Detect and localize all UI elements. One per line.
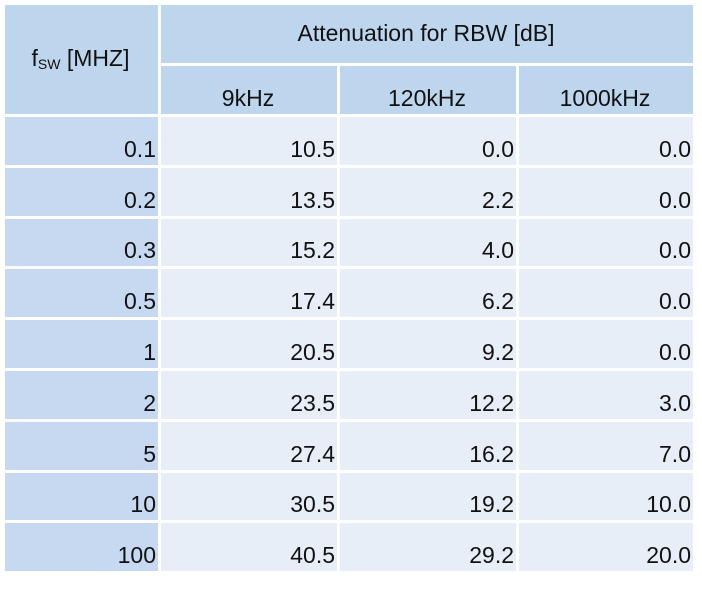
data-cell: 0.0 [519,117,693,165]
data-cell: 20.5 [161,320,337,368]
data-cell: 7.0 [519,422,693,470]
data-cell: 29.2 [340,523,516,571]
data-cell: 9.2 [340,320,516,368]
data-cell: 16.2 [340,422,516,470]
data-cell: 4.0 [340,219,516,266]
data-cell: 3.0 [519,371,693,419]
data-row: 1 20.5 9.2 0.0 [5,320,693,368]
data-cell: 2.2 [340,168,516,216]
row-label: 10 [5,473,158,520]
data-row: 2 23.5 12.2 3.0 [5,371,693,419]
data-cell: 6.2 [340,269,516,317]
data-row: 5 27.4 16.2 7.0 [5,422,693,470]
attenuation-table: fSW [MHZ] Attenuation for RBW [dB] 9kHz 1… [2,2,696,574]
row-header: fSW [MHZ] [5,5,158,114]
column-header: 120kHz [340,66,516,114]
symbol: f [31,45,38,71]
data-row: 0.3 15.2 4.0 0.0 [5,219,693,266]
data-cell: 15.2 [161,219,337,266]
row-label: 0.1 [5,117,158,165]
data-cell: 17.4 [161,269,337,317]
unit: [MHZ] [66,45,130,71]
data-cell: 27.4 [161,422,337,470]
data-cell: 0.0 [519,219,693,266]
header-row: fSW [MHZ] Attenuation for RBW [dB] [5,5,693,114]
data-row: 0.1 10.5 0.0 0.0 [5,117,693,165]
row-label: 1 [5,320,158,368]
row-label: 100 [5,523,158,571]
data-cell: 0.0 [340,117,516,165]
subheader-row: 9kHz 120kHz 1000kHz [5,66,693,114]
row-label: 0.2 [5,168,158,216]
data-cell: 40.5 [161,523,337,571]
data-row: 100 40.5 29.2 20.0 [5,523,693,571]
data-cell: 0.0 [519,168,693,216]
data-row: 10 30.5 19.2 10.0 [5,473,693,520]
data-cell: 10.5 [161,117,337,165]
data-cell: 19.2 [340,473,516,520]
data-cell: 0.0 [519,320,693,368]
column-header: 9kHz [161,66,337,114]
data-cell: 30.5 [161,473,337,520]
data-cell: 20.0 [519,523,693,571]
row-label: 5 [5,422,158,470]
column-header: 1000kHz [519,66,693,114]
data-row: 0.2 13.5 2.2 0.0 [5,168,693,216]
table-body: fSW [MHZ] Attenuation for RBW [dB] 9kHz 1… [5,5,693,571]
row-label: 2 [5,371,158,419]
group-header: Attenuation for RBW [dB] [161,5,693,63]
subscript: SW [37,56,61,72]
data-cell: 12.2 [340,371,516,419]
data-cell: 0.0 [519,269,693,317]
data-cell: 10.0 [519,473,693,520]
data-cell: 13.5 [161,168,337,216]
row-label: 0.3 [5,219,158,266]
row-label: 0.5 [5,269,158,317]
data-row: 0.5 17.4 6.2 0.0 [5,269,693,317]
data-cell: 23.5 [161,371,337,419]
